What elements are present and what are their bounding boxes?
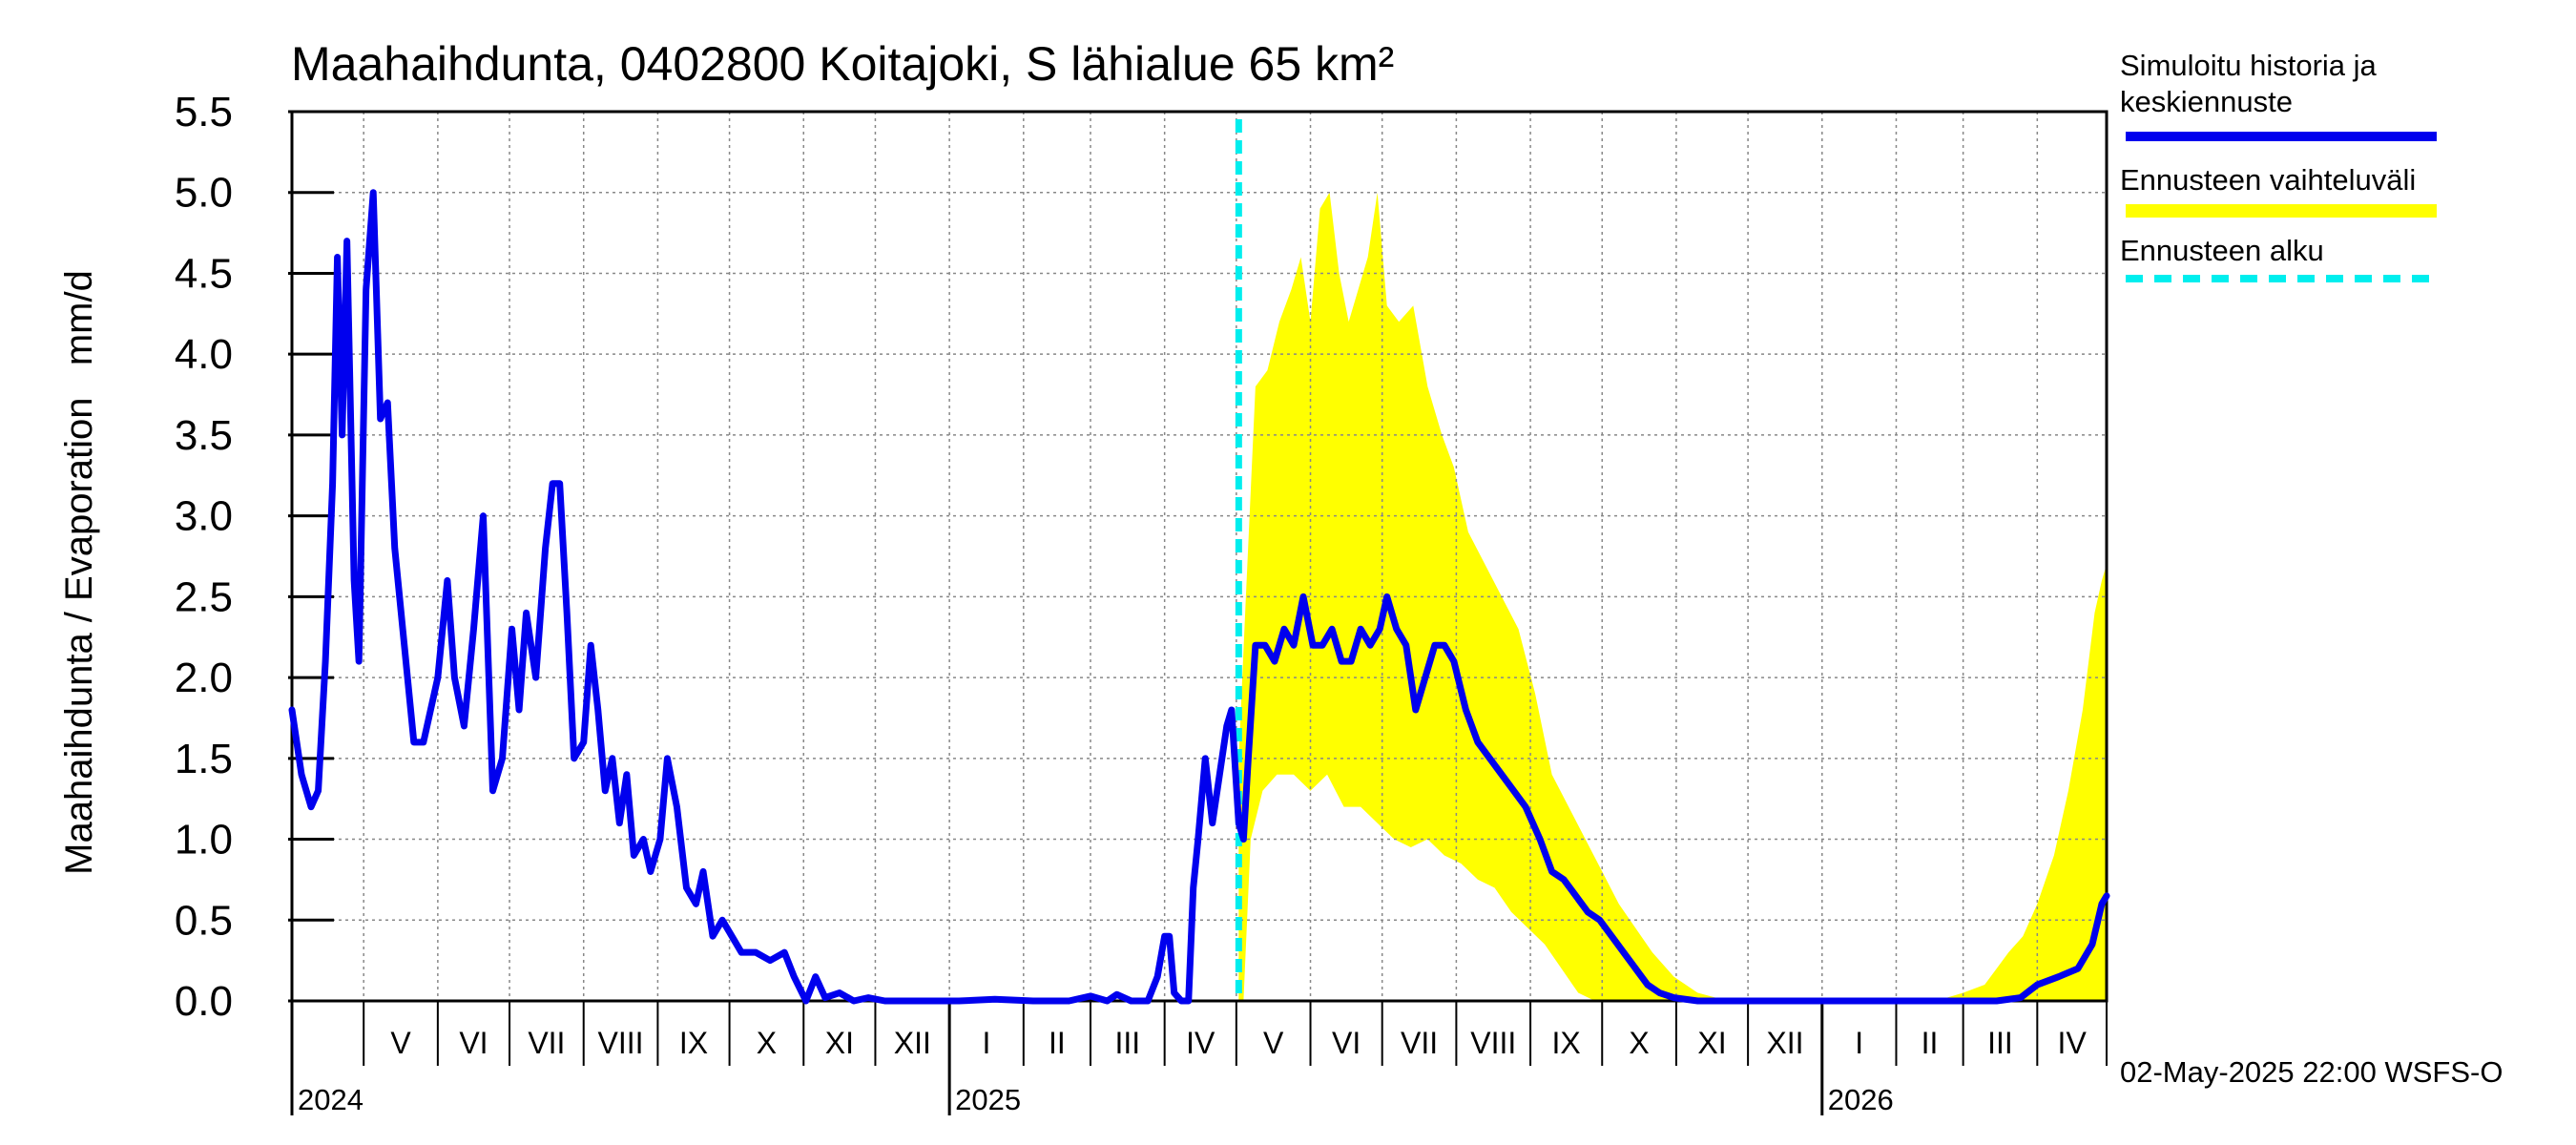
y-tick-labels: 0.0 0.5 1.0 1.5 2.0 2.5 3.0 3.5 4.0 4.5 5.0 5.5 [175,89,233,1025]
legend-item-start: Ennusteen alku [2120,233,2568,290]
legend-swatch-history [2126,132,2437,141]
month-label: II [1049,1026,1066,1060]
y-tick-label: 0.5 [175,897,233,944]
y-tick-label: 4.5 [175,250,233,297]
x-axis-labels: V VI VII VIII IX X XI XII I II III IV V VI VII VIII IX X X… [298,1026,2087,1116]
month-label: XII [1766,1026,1803,1060]
history-forecast-polyline [288,189,2110,1005]
month-label: III [1114,1026,1140,1060]
legend-label-range: Ennusteen vaihteluväli [2120,163,2417,197]
year-label: 2024 [298,1083,364,1116]
forecast-range-band [1238,192,2107,1001]
y-tick-label: 4.0 [175,331,233,378]
legend-swatch-start [2126,275,2437,282]
month-label: VIII [598,1026,644,1060]
year-label: 2026 [1828,1083,1894,1116]
history-and-forecast-line [288,189,2110,1005]
month-label: XI [825,1026,854,1060]
month-label: IV [1186,1026,1215,1060]
chart-title: Maahaihdunta, 0402800 Koitajoki, S lähia… [291,37,1394,91]
forecast-range-area [1238,192,2107,1001]
y-tick-label: 3.0 [175,493,233,540]
month-label: V [1263,1026,1284,1060]
month-label: I [1855,1026,1863,1060]
footer-timestamp: 02-May-2025 22:00 WSFS-O [2120,1055,2503,1089]
legend-item-history: Simuloitu historia ja keskiennuste [2120,48,2568,143]
plot-frame [290,110,2109,1003]
y-tick-label: 3.5 [175,412,233,459]
y-tick-label: 1.5 [175,736,233,782]
month-label: IX [1552,1026,1581,1060]
month-label: III [1987,1026,2013,1060]
month-label: XI [1697,1026,1726,1060]
month-label: X [1629,1026,1649,1060]
month-label: VII [528,1026,565,1060]
month-label: IX [679,1026,708,1060]
legend-label-start: Ennusteen alku [2120,234,2324,267]
month-label: VI [1332,1026,1361,1060]
y-tick-label: 2.0 [175,655,233,701]
axes [288,110,2109,1115]
y-tick-label: 1.0 [175,817,233,864]
legend-label-history: Simuloitu historia ja keskiennuste [2120,49,2377,118]
month-label: VI [459,1026,488,1060]
month-label: II [1922,1026,1939,1060]
month-label: VII [1401,1026,1438,1060]
y-tick-label: 5.0 [175,170,233,217]
month-label: VIII [1470,1026,1516,1060]
month-label: V [390,1026,411,1060]
legend: Simuloitu historia ja keskiennuste Ennus… [2120,48,2568,290]
year-label: 2025 [955,1083,1021,1116]
month-label: IV [2058,1026,2088,1060]
legend-swatch-range [2126,204,2437,218]
y-tick-label: 2.5 [175,573,233,620]
month-label: I [983,1026,991,1060]
y-axis-label: Maahaihdunta / Evaporation mm/d [58,270,100,875]
y-tick-label: 5.5 [175,89,233,135]
y-tick-label: 0.0 [175,978,233,1025]
legend-item-range: Ennusteen vaihteluväli [2120,162,2568,233]
month-label: X [757,1026,777,1060]
month-label: XII [894,1026,931,1060]
